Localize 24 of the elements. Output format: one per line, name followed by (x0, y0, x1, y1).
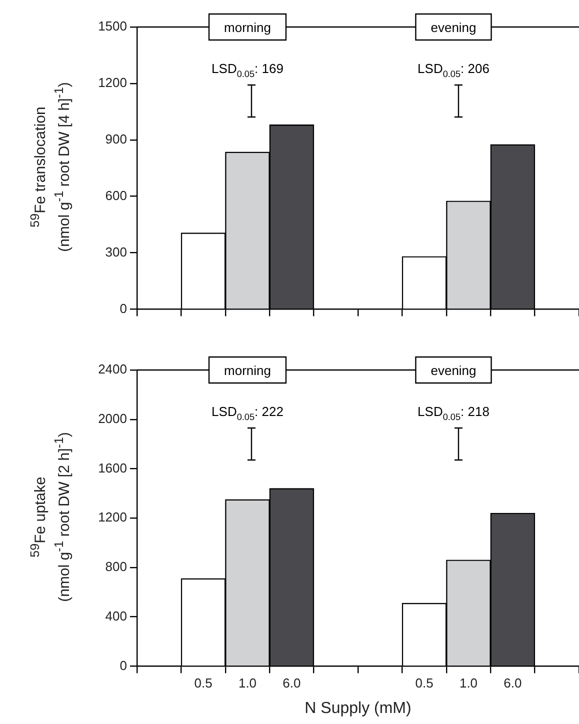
y-tick-label: 300 (105, 244, 127, 260)
x-tick-label: 0.5 (194, 676, 212, 691)
x-tick-label: 6.0 (282, 676, 301, 691)
y-tick-label: 0 (120, 658, 127, 673)
x-tick-label: 6.0 (504, 676, 522, 691)
x-tick-label: 1.0 (238, 676, 257, 691)
x-tick-label: 1.0 (459, 676, 478, 691)
x-axis-title: N Supply (mM) (304, 700, 412, 717)
annotation: morning (224, 20, 271, 35)
y-tick-label: 1500 (98, 18, 127, 34)
x-tick-label: 0.5 (415, 676, 434, 691)
annotation: morning (224, 363, 271, 378)
y-tick-label: 600 (105, 188, 127, 203)
y-tick-label: 1600 (98, 460, 127, 476)
y-tick-label: 2400 (98, 362, 127, 377)
y-tick-label: 800 (105, 559, 127, 574)
y-tick-label: 2000 (98, 410, 127, 426)
y-tick-label: 900 (105, 131, 127, 146)
y-tick-label: 0 (120, 300, 127, 316)
annotation: evening (430, 20, 476, 35)
y-tick-label: 1200 (98, 75, 127, 90)
y-tick-label: 1200 (98, 510, 127, 525)
y-tick-label: 400 (105, 608, 127, 624)
annotation: evening (430, 363, 476, 378)
